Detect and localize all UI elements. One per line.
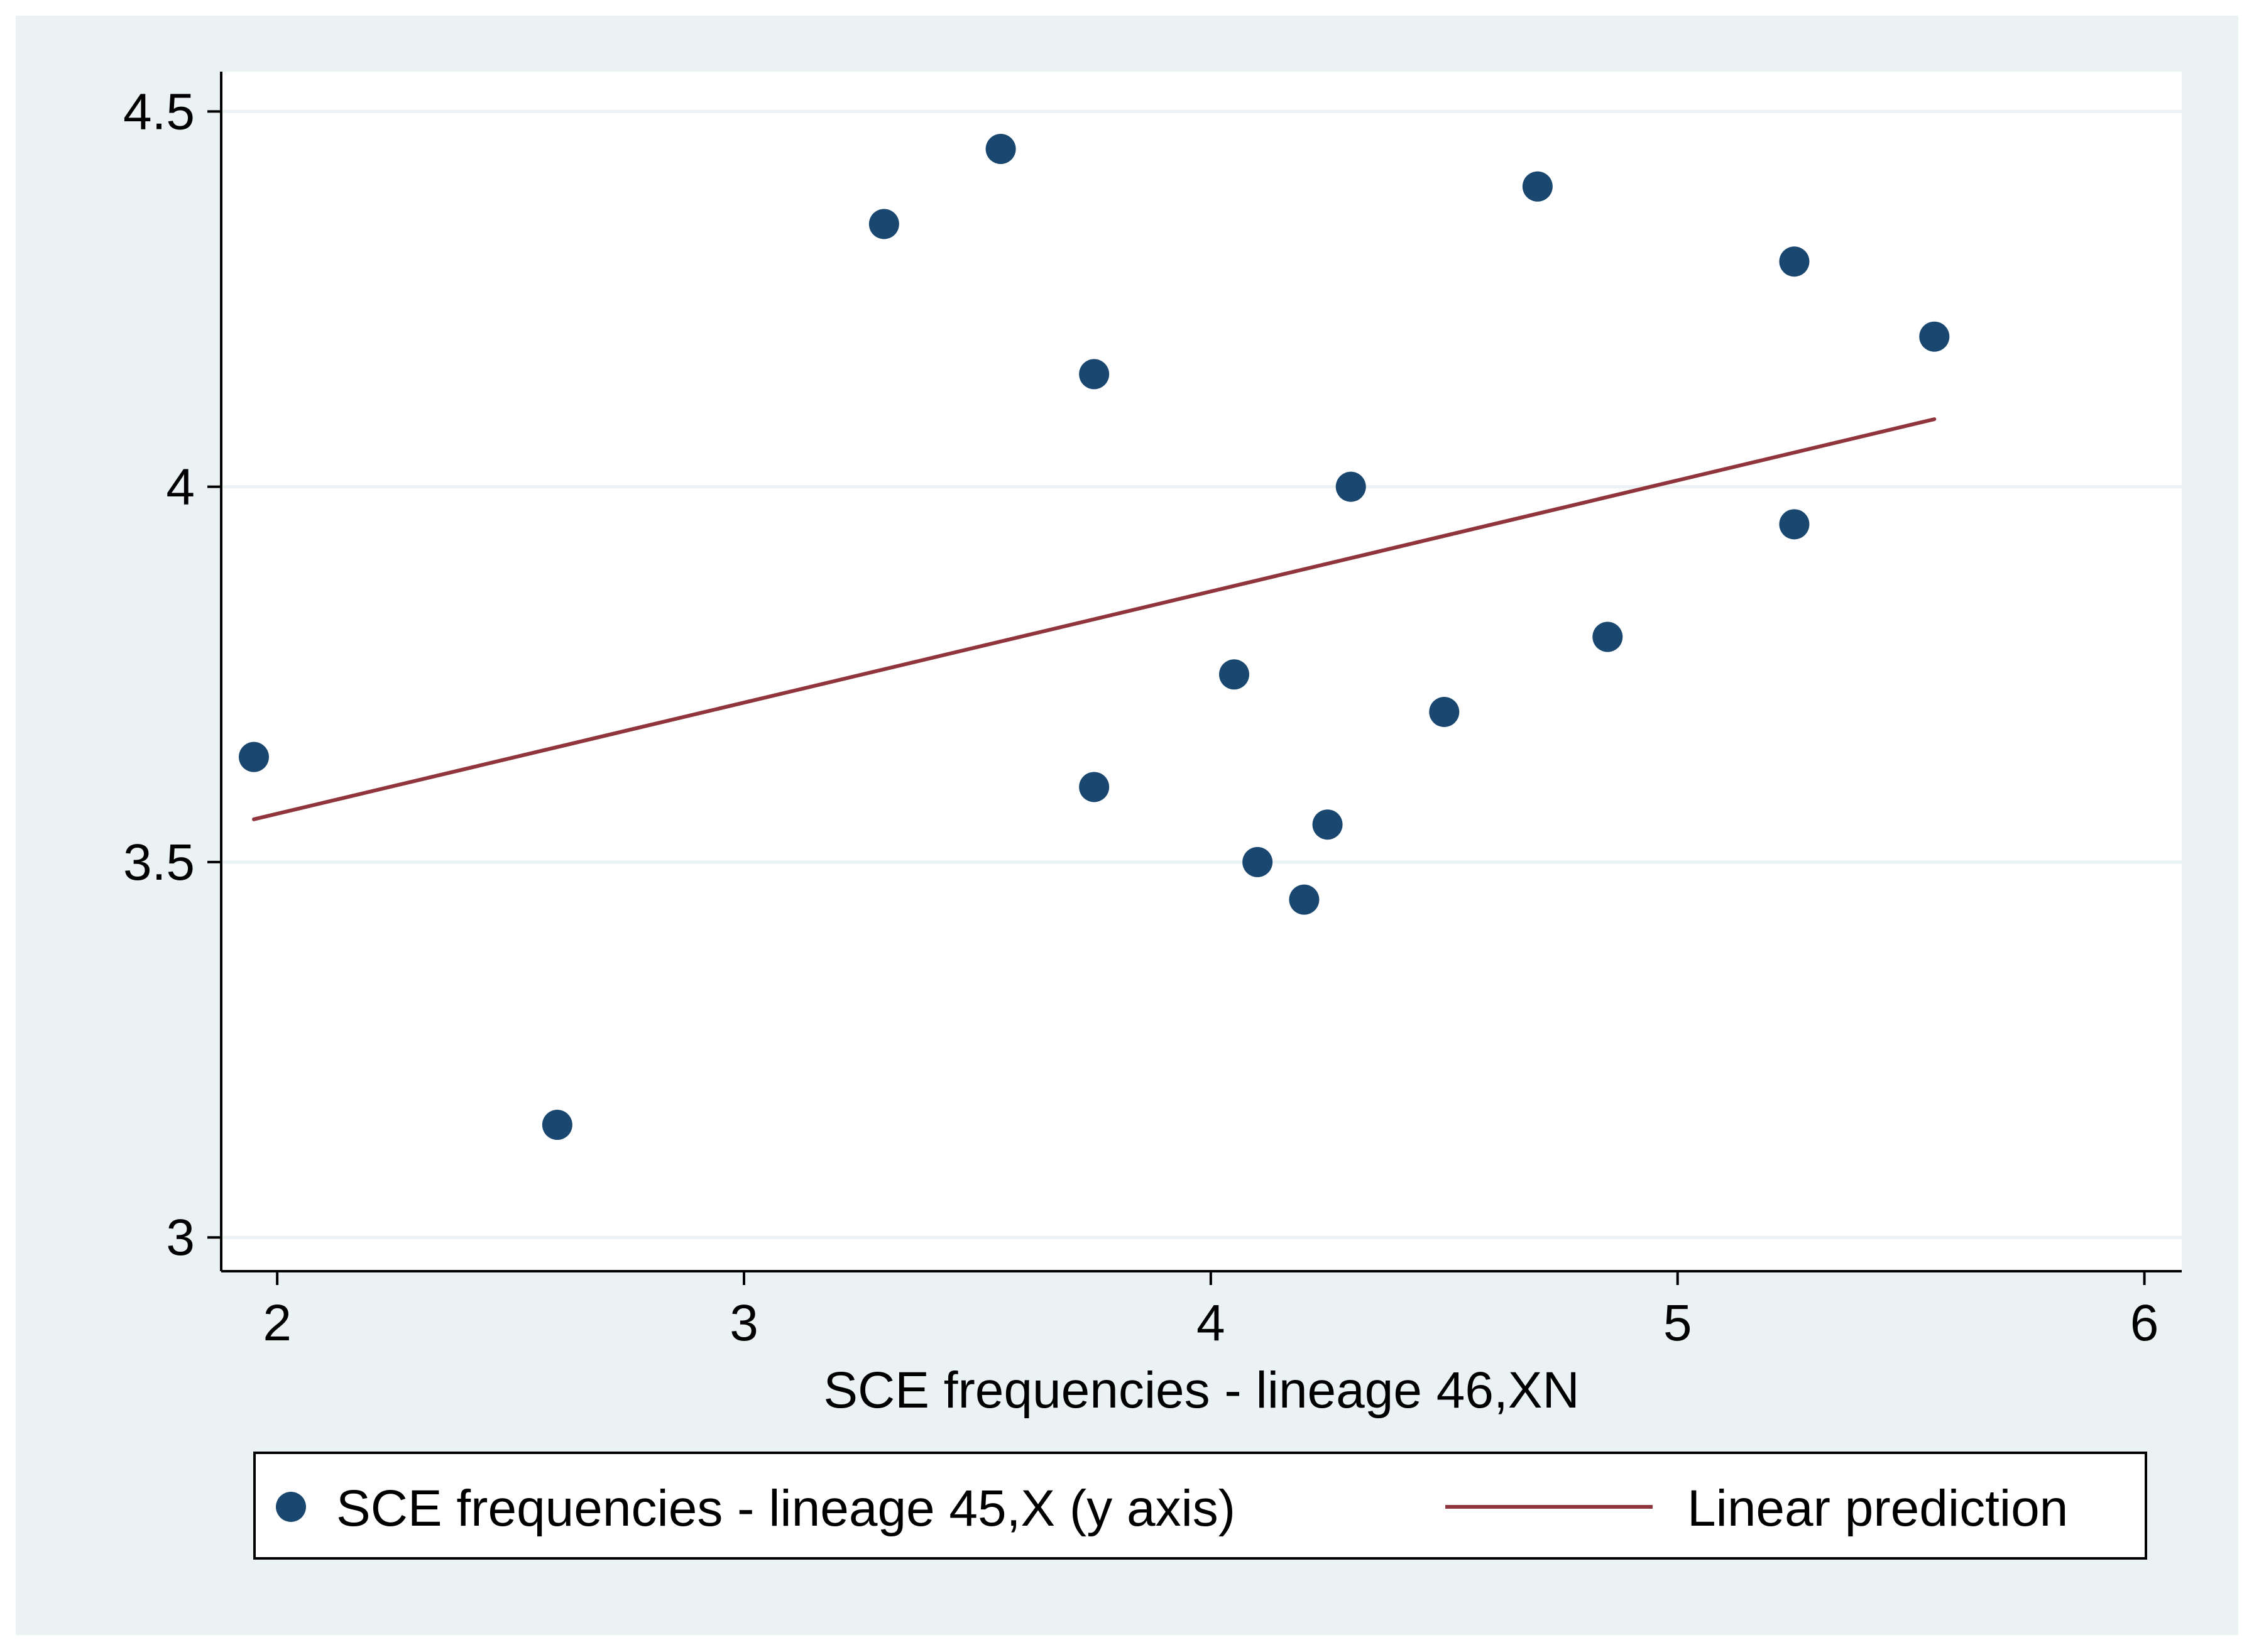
plot-area <box>221 72 2182 1271</box>
x-tick-label: 2 <box>263 1294 292 1352</box>
x-tick-label: 5 <box>1663 1294 1692 1352</box>
y-tick-label: 3 <box>166 1209 195 1266</box>
legend-box <box>253 1452 2147 1560</box>
y-axis-ticks: 3 3.5 4 4.5 <box>123 83 221 1266</box>
data-point <box>1919 321 1950 352</box>
y-tick-label: 3.5 <box>123 834 195 891</box>
gridlines <box>221 109 2182 1239</box>
x-tick-label: 4 <box>1196 1294 1225 1352</box>
x-tick-label: 3 <box>730 1294 758 1352</box>
legend: SCE frequencies - lineage 45,X (y axis) … <box>253 1452 2147 1560</box>
data-point <box>1522 171 1553 202</box>
y-tick-label: 4.5 <box>123 83 195 140</box>
legend-marker-scatter <box>276 1492 306 1522</box>
data-point <box>1429 697 1460 728</box>
data-point <box>1335 471 1366 502</box>
data-point <box>239 741 269 772</box>
data-point <box>1779 246 1810 277</box>
x-axis-ticks: 2 3 4 5 6 <box>263 1271 2158 1352</box>
data-point <box>1592 621 1623 652</box>
linear-prediction-layer <box>252 417 1937 821</box>
data-point <box>1219 659 1249 690</box>
x-tick-label: 6 <box>2130 1294 2159 1352</box>
scatter-points <box>239 134 1950 1141</box>
linear-prediction-line <box>252 417 1937 821</box>
data-point <box>1289 884 1320 915</box>
data-point <box>985 134 1016 165</box>
data-point <box>1079 772 1110 802</box>
data-point <box>1079 359 1110 390</box>
data-point <box>1779 509 1810 540</box>
axes <box>220 72 2182 1272</box>
data-point <box>542 1110 572 1141</box>
legend-label-scatter: SCE frequencies - lineage 45,X (y axis) <box>336 1480 1235 1537</box>
data-point <box>1312 809 1343 840</box>
data-point <box>1242 846 1273 877</box>
y-tick-label: 4 <box>166 459 195 516</box>
x-axis-title: SCE frequencies - lineage 46,XN <box>823 1362 1579 1419</box>
data-point <box>868 209 899 239</box>
legend-label-line: Linear prediction <box>1687 1480 2068 1537</box>
